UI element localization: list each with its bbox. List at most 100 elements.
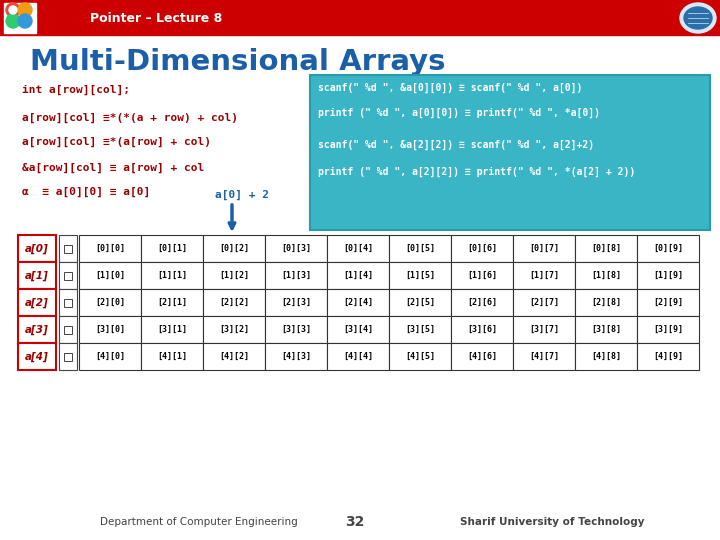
Bar — [59, 343, 77, 370]
Bar — [575, 343, 637, 370]
Text: [2][0]: [2][0] — [95, 298, 125, 307]
Text: [2][8]: [2][8] — [591, 298, 621, 307]
Text: [0][5]: [0][5] — [405, 244, 435, 253]
Bar — [265, 235, 327, 262]
Text: [1][6]: [1][6] — [467, 271, 497, 280]
Text: a[0] + 2: a[0] + 2 — [215, 190, 269, 200]
Bar — [327, 262, 389, 289]
Circle shape — [6, 3, 20, 17]
Text: [3][9]: [3][9] — [653, 325, 683, 334]
Text: [0][6]: [0][6] — [467, 244, 497, 253]
Text: [2][9]: [2][9] — [653, 298, 683, 307]
Circle shape — [6, 14, 20, 28]
Text: [4][1]: [4][1] — [157, 352, 187, 361]
Text: [4][0]: [4][0] — [95, 352, 125, 361]
Text: [3][0]: [3][0] — [95, 325, 125, 334]
Text: [4][9]: [4][9] — [653, 352, 683, 361]
Text: [0][3]: [0][3] — [281, 244, 311, 253]
Bar — [389, 289, 451, 316]
Bar — [637, 289, 699, 316]
Bar — [79, 235, 141, 262]
Bar — [18, 289, 56, 316]
Bar — [327, 316, 389, 343]
Circle shape — [18, 3, 32, 17]
Bar — [18, 262, 56, 289]
Text: [0][1]: [0][1] — [157, 244, 187, 253]
Text: [1][4]: [1][4] — [343, 271, 373, 280]
Bar — [59, 316, 77, 343]
Bar — [389, 235, 451, 262]
Circle shape — [9, 6, 17, 14]
Text: [4][8]: [4][8] — [591, 352, 621, 361]
Bar — [575, 235, 637, 262]
Bar — [637, 343, 699, 370]
Bar — [4, 3, 36, 33]
Bar — [389, 262, 451, 289]
Bar — [451, 235, 513, 262]
Text: [4][3]: [4][3] — [281, 352, 311, 361]
Bar — [637, 235, 699, 262]
Text: Pointer – Lecture 8: Pointer – Lecture 8 — [90, 11, 222, 24]
Bar — [513, 316, 575, 343]
Text: [2][6]: [2][6] — [467, 298, 497, 307]
Text: [3][1]: [3][1] — [157, 325, 187, 334]
Text: [0][2]: [0][2] — [219, 244, 249, 253]
Text: [0][7]: [0][7] — [529, 244, 559, 253]
Text: printf (" %d ", a[2][2]) ≡ printf(" %d ", *(a[2] + 2)): printf (" %d ", a[2][2]) ≡ printf(" %d "… — [318, 167, 635, 177]
Bar — [265, 316, 327, 343]
Bar — [451, 316, 513, 343]
Bar — [203, 316, 265, 343]
Bar — [637, 262, 699, 289]
Bar — [575, 289, 637, 316]
Circle shape — [18, 14, 32, 28]
Text: [1][1]: [1][1] — [157, 271, 187, 280]
Bar — [79, 262, 141, 289]
Bar — [203, 343, 265, 370]
Text: α  ≡ a[0][0] ≡ a[0]: α ≡ a[0][0] ≡ a[0] — [22, 187, 150, 197]
Text: printf (" %d ", a[0][0]) ≡ printf(" %d ", *a[0]): printf (" %d ", a[0][0]) ≡ printf(" %d "… — [318, 108, 600, 118]
Bar — [203, 235, 265, 262]
Bar — [451, 343, 513, 370]
Text: [3][2]: [3][2] — [219, 325, 249, 334]
Text: [0][0]: [0][0] — [95, 244, 125, 253]
Bar — [79, 289, 141, 316]
Bar — [141, 343, 203, 370]
Text: a[row][col] ≡*(*(a + row) + col): a[row][col] ≡*(*(a + row) + col) — [22, 113, 238, 123]
Text: [2][5]: [2][5] — [405, 298, 435, 307]
Ellipse shape — [684, 7, 712, 29]
Bar — [141, 289, 203, 316]
Text: a[3]: a[3] — [25, 325, 49, 335]
Text: [1][3]: [1][3] — [281, 271, 311, 280]
Bar — [327, 343, 389, 370]
Text: int a[row][col];: int a[row][col]; — [22, 85, 130, 95]
Text: a[row][col] ≡*(a[row] + col): a[row][col] ≡*(a[row] + col) — [22, 137, 211, 147]
Text: 32: 32 — [346, 515, 365, 529]
Text: [3][3]: [3][3] — [281, 325, 311, 334]
Bar — [389, 343, 451, 370]
Text: a[2]: a[2] — [25, 298, 49, 308]
Bar — [203, 289, 265, 316]
Text: [3][7]: [3][7] — [529, 325, 559, 334]
Bar — [141, 235, 203, 262]
Text: a[0]: a[0] — [25, 244, 49, 254]
Bar — [265, 262, 327, 289]
Text: a[4]: a[4] — [25, 352, 49, 362]
Text: Sharif University of Technology: Sharif University of Technology — [460, 517, 644, 527]
Bar — [451, 289, 513, 316]
Bar — [64, 353, 72, 361]
Text: &a[row][col] ≡ a[row] + col: &a[row][col] ≡ a[row] + col — [22, 163, 204, 173]
Text: scanf(" %d ", &a[0][0]) ≡ scanf(" %d ", a[0]): scanf(" %d ", &a[0][0]) ≡ scanf(" %d ", … — [318, 83, 582, 93]
Bar — [327, 289, 389, 316]
Bar — [265, 343, 327, 370]
Bar — [513, 289, 575, 316]
Bar — [513, 262, 575, 289]
Bar — [59, 289, 77, 316]
Bar — [141, 316, 203, 343]
Text: [4][5]: [4][5] — [405, 352, 435, 361]
Bar — [59, 235, 77, 262]
Text: [2][2]: [2][2] — [219, 298, 249, 307]
Text: [1][2]: [1][2] — [219, 271, 249, 280]
Bar — [265, 289, 327, 316]
Text: [1][7]: [1][7] — [529, 271, 559, 280]
Text: [0][9]: [0][9] — [653, 244, 683, 253]
